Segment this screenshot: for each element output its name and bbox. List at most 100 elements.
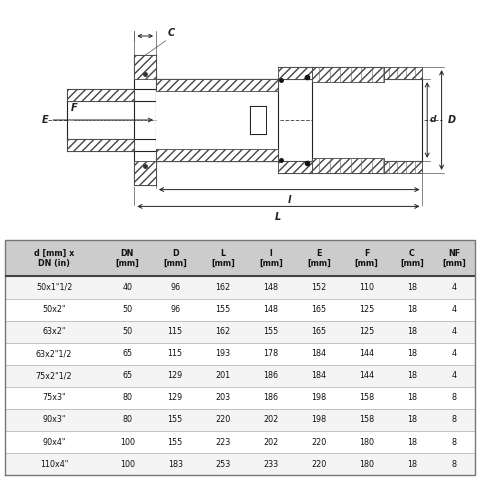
Text: d: d: [430, 116, 436, 124]
Text: 65: 65: [122, 372, 132, 380]
Text: 8: 8: [452, 394, 456, 402]
Text: 193: 193: [216, 349, 231, 358]
Text: D
[mm]: D [mm]: [163, 249, 187, 268]
Text: 110x4": 110x4": [40, 460, 68, 468]
Bar: [156, 149, 278, 161]
Text: 148: 148: [264, 305, 278, 314]
Text: 220: 220: [216, 416, 231, 424]
Polygon shape: [278, 161, 312, 173]
Bar: [5, 299, 475, 321]
Text: 96: 96: [170, 283, 180, 292]
Text: 162: 162: [216, 283, 231, 292]
Text: 80: 80: [122, 416, 132, 424]
Text: 198: 198: [312, 416, 326, 424]
Bar: [67, 101, 134, 139]
Text: 184: 184: [312, 349, 326, 358]
Polygon shape: [278, 161, 312, 173]
Text: 144: 144: [359, 372, 374, 380]
Polygon shape: [384, 67, 422, 79]
Text: 50: 50: [122, 305, 132, 314]
Bar: [312, 82, 384, 158]
Text: F
[mm]: F [mm]: [355, 249, 379, 268]
Bar: [67, 139, 134, 151]
Bar: [5, 321, 475, 343]
Text: 152: 152: [311, 283, 326, 292]
Text: 100: 100: [120, 438, 135, 446]
Text: 75x3": 75x3": [42, 394, 66, 402]
Text: 125: 125: [359, 327, 374, 336]
Text: 158: 158: [359, 416, 374, 424]
Text: 18: 18: [407, 460, 417, 468]
Text: 4: 4: [452, 305, 456, 314]
Text: 8: 8: [452, 460, 456, 468]
Text: d [mm] x
DN (in): d [mm] x DN (in): [34, 249, 74, 268]
Bar: [384, 79, 422, 161]
Text: 50: 50: [122, 327, 132, 336]
Text: 129: 129: [168, 394, 183, 402]
Text: 186: 186: [264, 372, 278, 380]
Text: 90x3": 90x3": [42, 416, 66, 424]
Text: DN
[mm]: DN [mm]: [115, 249, 139, 268]
Text: 203: 203: [216, 394, 231, 402]
Text: 4: 4: [452, 283, 456, 292]
Text: 110: 110: [359, 283, 374, 292]
Bar: [156, 91, 278, 149]
Bar: [5, 387, 475, 409]
Text: 144: 144: [359, 349, 374, 358]
Text: F: F: [71, 103, 78, 113]
Text: 184: 184: [312, 372, 326, 380]
Text: 75x2"1/2: 75x2"1/2: [36, 372, 72, 380]
Text: 180: 180: [359, 438, 374, 446]
Text: 165: 165: [312, 305, 326, 314]
Text: 18: 18: [407, 349, 417, 358]
Bar: [156, 79, 278, 91]
Text: 63x2": 63x2": [42, 327, 66, 336]
Text: 158: 158: [359, 394, 374, 402]
Bar: [5, 240, 475, 276]
Bar: [5, 365, 475, 387]
Text: 8: 8: [452, 438, 456, 446]
Text: 50x2": 50x2": [42, 305, 66, 314]
Text: 50x1"1/2: 50x1"1/2: [36, 283, 72, 292]
Text: 18: 18: [407, 283, 417, 292]
Bar: [312, 158, 384, 173]
Text: 155: 155: [168, 438, 183, 446]
Text: 90x4": 90x4": [42, 438, 66, 446]
Text: D: D: [447, 115, 456, 125]
Text: 165: 165: [312, 327, 326, 336]
Text: 18: 18: [407, 327, 417, 336]
Text: l
[mm]: l [mm]: [259, 249, 283, 268]
Text: E: E: [41, 115, 48, 125]
Text: 115: 115: [168, 349, 183, 358]
Text: 4: 4: [452, 327, 456, 336]
Bar: [5, 276, 475, 299]
Text: l: l: [288, 195, 291, 205]
Text: C
[mm]: C [mm]: [400, 249, 424, 268]
Text: 155: 155: [216, 305, 231, 314]
Text: 129: 129: [168, 372, 183, 380]
Bar: [5, 453, 475, 475]
Text: 18: 18: [407, 416, 417, 424]
Text: 202: 202: [264, 416, 278, 424]
Polygon shape: [384, 161, 422, 173]
Text: 8: 8: [452, 416, 456, 424]
Text: 148: 148: [264, 283, 278, 292]
Text: 202: 202: [264, 438, 278, 446]
Text: 183: 183: [168, 460, 183, 468]
Bar: [5, 431, 475, 453]
Text: 4: 4: [452, 349, 456, 358]
Text: 178: 178: [264, 349, 278, 358]
Text: 180: 180: [359, 460, 374, 468]
Text: 253: 253: [216, 460, 231, 468]
Text: 63x2"1/2: 63x2"1/2: [36, 349, 72, 358]
Text: 201: 201: [216, 372, 231, 380]
Bar: [250, 106, 266, 134]
Text: 155: 155: [168, 416, 183, 424]
Text: 155: 155: [264, 327, 278, 336]
Text: 80: 80: [122, 394, 132, 402]
Text: 18: 18: [407, 305, 417, 314]
Text: 96: 96: [170, 305, 180, 314]
Text: 18: 18: [407, 438, 417, 446]
Text: 4: 4: [452, 372, 456, 380]
Text: 233: 233: [264, 460, 278, 468]
